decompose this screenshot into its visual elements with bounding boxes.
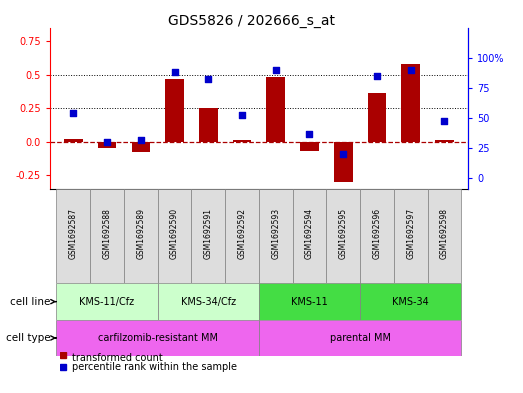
- Point: [373, 73, 381, 79]
- Point: [170, 69, 179, 75]
- Bar: [64, 139, 83, 141]
- Bar: [157, 189, 191, 283]
- Text: GSM1692592: GSM1692592: [237, 208, 246, 259]
- Bar: [56, 320, 259, 356]
- Text: parental MM: parental MM: [329, 333, 391, 343]
- Text: GSM1692588: GSM1692588: [103, 208, 111, 259]
- Text: KMS-34/Cfz: KMS-34/Cfz: [181, 297, 236, 307]
- Bar: [428, 189, 461, 283]
- Bar: [394, 189, 428, 283]
- Text: KMS-34: KMS-34: [392, 297, 429, 307]
- Bar: [98, 141, 116, 148]
- Bar: [267, 77, 285, 141]
- Text: GSM1692593: GSM1692593: [271, 208, 280, 259]
- Point: [238, 112, 246, 119]
- Bar: [293, 189, 326, 283]
- Bar: [368, 93, 386, 141]
- Text: GSM1692597: GSM1692597: [406, 208, 415, 259]
- Text: cell type: cell type: [6, 333, 56, 343]
- Text: GSM1692591: GSM1692591: [204, 208, 213, 259]
- Text: GSM1692590: GSM1692590: [170, 208, 179, 259]
- Bar: [131, 141, 150, 152]
- Bar: [334, 141, 353, 182]
- Bar: [191, 189, 225, 283]
- Bar: [435, 140, 454, 141]
- Bar: [233, 140, 251, 141]
- Text: GSM1692587: GSM1692587: [69, 208, 78, 259]
- Text: GSM1692595: GSM1692595: [339, 208, 348, 259]
- Text: percentile rank within the sample: percentile rank within the sample: [72, 362, 236, 373]
- Bar: [259, 189, 293, 283]
- Bar: [259, 320, 461, 356]
- Point: [305, 130, 314, 137]
- Point: [204, 76, 212, 83]
- Text: GSM1692596: GSM1692596: [372, 208, 381, 259]
- Text: KMS-11/Cfz: KMS-11/Cfz: [79, 297, 134, 307]
- Text: cell line: cell line: [10, 297, 56, 307]
- Text: GSM1692598: GSM1692598: [440, 208, 449, 259]
- Bar: [259, 283, 360, 320]
- Bar: [326, 189, 360, 283]
- Text: GSM1692589: GSM1692589: [137, 208, 145, 259]
- Bar: [300, 141, 319, 151]
- Text: transformed count: transformed count: [72, 353, 163, 363]
- Point: [137, 136, 145, 143]
- Point: [69, 110, 77, 116]
- Point: [440, 118, 449, 125]
- Point: [103, 139, 111, 145]
- Bar: [165, 79, 184, 141]
- Point: [339, 151, 347, 157]
- Bar: [124, 189, 157, 283]
- Point: [406, 66, 415, 73]
- Text: GDS5826 / 202666_s_at: GDS5826 / 202666_s_at: [167, 14, 335, 28]
- Text: carfilzomib-resistant MM: carfilzomib-resistant MM: [98, 333, 218, 343]
- Bar: [199, 108, 218, 141]
- Bar: [402, 64, 420, 141]
- Bar: [360, 283, 461, 320]
- Bar: [360, 189, 394, 283]
- Bar: [225, 189, 259, 283]
- Bar: [157, 283, 259, 320]
- Bar: [56, 189, 90, 283]
- Point: [271, 66, 280, 73]
- Bar: [56, 283, 157, 320]
- Text: GSM1692594: GSM1692594: [305, 208, 314, 259]
- Text: KMS-11: KMS-11: [291, 297, 328, 307]
- Bar: [90, 189, 124, 283]
